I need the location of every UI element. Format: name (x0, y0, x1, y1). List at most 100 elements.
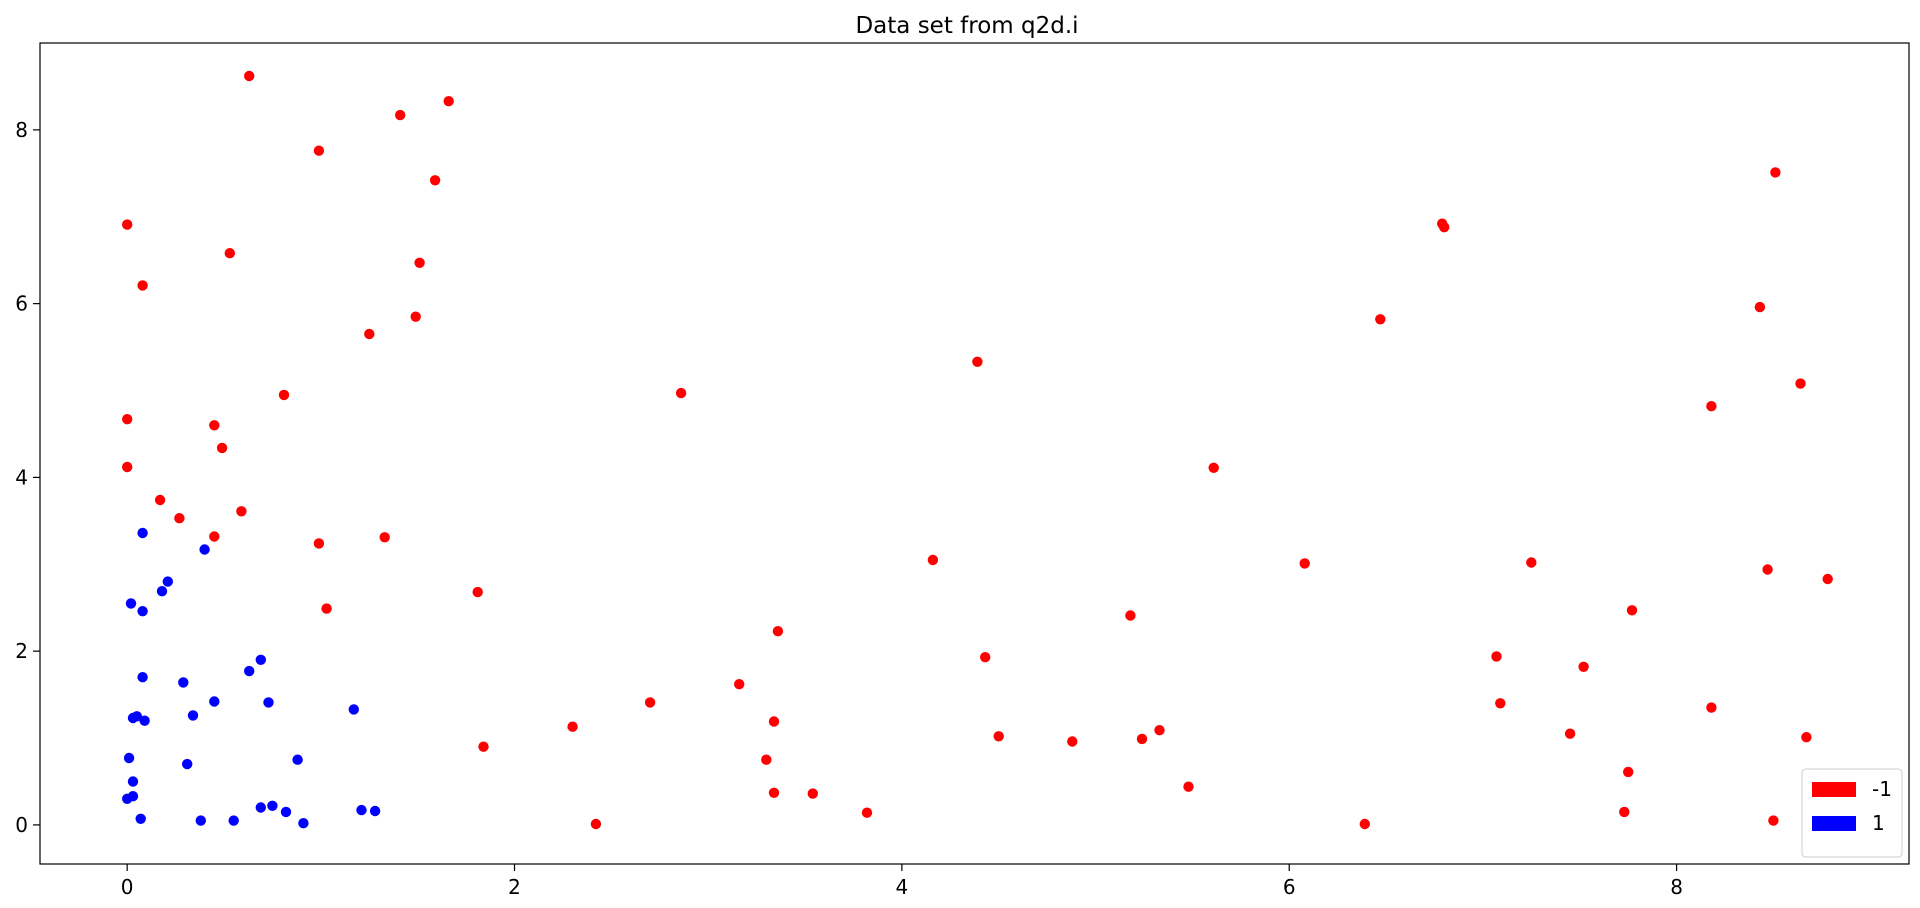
data-point-series-1-13 (187, 710, 199, 721)
data-point-series-0-5 (122, 219, 133, 230)
data-point-series-0-62 (1762, 564, 1773, 575)
data-point-series-0-27 (644, 697, 656, 708)
data-point-series-0-20 (313, 538, 325, 549)
data-point-series-1-29 (195, 815, 206, 826)
x-tick-label-3: 6 (1283, 875, 1296, 899)
data-point-series-1-15 (139, 715, 150, 726)
data-point-series-0-35 (861, 807, 873, 818)
data-point-series-1-11 (263, 697, 274, 708)
data-point-series-0-44 (1183, 781, 1194, 792)
data-point-series-0-28 (675, 387, 687, 399)
data-point-series-1-8 (137, 672, 148, 683)
y-tick-label-4: 8 (15, 118, 28, 142)
data-point-series-0-24 (478, 741, 489, 752)
data-point-series-0-67 (1822, 573, 1833, 585)
legend-swatch-1 (1812, 816, 1856, 831)
legend: -11 (1801, 768, 1903, 858)
data-point-series-0-38 (980, 652, 991, 663)
data-point-series-0-30 (761, 754, 772, 765)
data-point-series-0-57 (1623, 766, 1634, 778)
data-point-series-1-16 (127, 712, 139, 724)
data-point-series-1-17 (123, 752, 135, 764)
data-point-series-0-16 (154, 494, 166, 506)
data-point-series-0-33 (772, 626, 784, 637)
data-point-series-0-53 (1526, 557, 1537, 568)
data-point-series-1-26 (356, 804, 367, 816)
data-point-series-0-6 (224, 248, 235, 259)
data-point-series-1-6 (255, 654, 266, 665)
data-point-series-0-4 (429, 175, 441, 186)
data-point-series-0-60 (1706, 702, 1717, 713)
data-point-series-0-56 (1619, 806, 1630, 818)
data-point-series-0-36 (927, 554, 939, 566)
data-point-series-0-37 (972, 356, 983, 367)
data-point-series-0-42 (1136, 733, 1148, 745)
data-point-series-1-2 (162, 576, 173, 587)
data-point-series-0-14 (216, 442, 228, 454)
data-point-series-0-50 (1439, 222, 1450, 233)
legend-swatch-0 (1812, 782, 1856, 797)
data-point-series-1-22 (122, 793, 133, 804)
data-point-series-0-0 (244, 70, 255, 82)
data-point-series-0-55 (1578, 661, 1589, 672)
data-point-series-1-12 (348, 704, 359, 715)
data-point-series-1-18 (292, 754, 303, 765)
data-point-series-0-65 (1795, 378, 1806, 389)
data-point-series-0-21 (379, 532, 390, 543)
y-tick-label-3: 6 (15, 292, 28, 316)
data-point-series-1-9 (178, 677, 189, 688)
data-point-series-1-3 (156, 586, 168, 597)
data-point-series-0-64 (1770, 167, 1781, 178)
data-point-series-1-28 (135, 813, 146, 824)
data-point-series-1-1 (199, 544, 210, 555)
data-point-series-0-29 (734, 679, 745, 690)
data-point-series-0-59 (1706, 401, 1717, 412)
data-point-series-1-7 (244, 665, 255, 677)
data-point-series-0-23 (321, 603, 332, 614)
data-point-series-0-47 (1359, 818, 1371, 830)
data-point-series-1-4 (125, 598, 137, 609)
data-point-series-0-7 (414, 257, 425, 268)
data-point-series-0-40 (1067, 736, 1078, 747)
data-point-series-0-52 (1495, 698, 1506, 709)
axes-layer: 0 2 4 6 8 0 2 4 6 8 (15, 118, 1683, 899)
data-point-series-0-66 (1801, 732, 1812, 743)
chart-title: Data set from q2d.i (855, 13, 1078, 39)
data-point-series-0-9 (364, 328, 375, 340)
data-point-series-1-10 (209, 696, 220, 707)
legend-label-0: -1 (1872, 777, 1892, 801)
y-tick-label-0: 0 (15, 813, 28, 837)
data-point-series-1-5 (137, 606, 148, 617)
data-point-series-0-18 (236, 506, 247, 517)
data-point-series-0-32 (768, 787, 780, 798)
data-point-series-0-13 (209, 420, 220, 431)
data-point-series-1-0 (137, 527, 148, 539)
data-point-series-0-63 (1768, 815, 1779, 826)
data-point-series-0-48 (1375, 314, 1386, 325)
data-point-series-0-45 (1208, 462, 1219, 473)
data-point-series-1-24 (267, 800, 278, 811)
data-point-series-0-10 (410, 311, 421, 322)
data-point-series-0-26 (590, 818, 602, 830)
data-point-series-0-54 (1564, 728, 1576, 739)
data-point-series-0-39 (993, 731, 1004, 742)
data-point-series-0-8 (137, 280, 148, 291)
data-point-series-0-11 (278, 389, 290, 401)
x-tick-label-0: 0 (121, 875, 134, 899)
y-tick-label-1: 2 (15, 639, 28, 663)
data-point-series-0-19 (209, 531, 220, 542)
data-point-series-0-15 (122, 461, 133, 473)
data-point-series-0-51 (1491, 651, 1502, 662)
legend-label-1: 1 (1872, 811, 1885, 835)
data-point-series-1-23 (255, 802, 266, 813)
data-point-series-0-34 (807, 788, 818, 799)
points-layer (122, 70, 1833, 830)
data-point-series-0-46 (1299, 558, 1310, 569)
data-point-series-1-31 (298, 818, 309, 829)
data-point-series-0-31 (768, 716, 780, 727)
data-point-series-1-27 (369, 805, 381, 817)
data-point-series-1-25 (280, 806, 292, 818)
data-point-series-1-19 (182, 758, 193, 770)
data-point-series-0-61 (1754, 301, 1766, 313)
